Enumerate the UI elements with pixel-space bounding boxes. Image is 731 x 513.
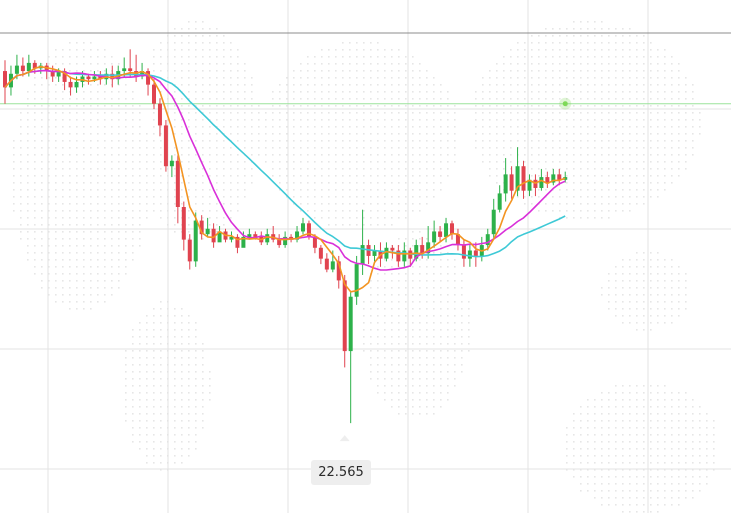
world-map-background xyxy=(13,21,715,513)
candle-up xyxy=(193,220,198,262)
candle-up xyxy=(241,236,246,248)
low-price-label: 22.565 xyxy=(311,460,371,485)
candle-down xyxy=(521,166,526,191)
candle-down xyxy=(509,174,514,191)
candle-up xyxy=(26,62,31,72)
candle-up xyxy=(539,177,544,188)
candle-down xyxy=(211,228,216,243)
moving-average-lines xyxy=(4,65,566,293)
candle-down xyxy=(312,236,317,248)
candle-up xyxy=(92,76,97,80)
candle-down xyxy=(62,71,67,82)
candle-down xyxy=(98,76,103,80)
ma-slow-line xyxy=(4,69,566,258)
candle-up xyxy=(360,245,365,265)
candle-up xyxy=(551,174,556,183)
candle-down xyxy=(86,76,91,80)
candle-down xyxy=(175,160,180,207)
candle-up xyxy=(74,81,79,88)
candle-up xyxy=(503,174,508,194)
candle-up xyxy=(205,228,210,235)
candle-down xyxy=(289,236,294,240)
low-label-pointer xyxy=(339,435,350,442)
candle-up xyxy=(485,234,490,246)
candle-up xyxy=(384,247,389,259)
candle-down xyxy=(235,236,240,248)
candle-down xyxy=(32,62,37,69)
candle-up xyxy=(497,193,502,210)
candle-up xyxy=(354,264,359,297)
candle-down xyxy=(336,261,341,281)
candle-down xyxy=(253,234,258,237)
candle-down xyxy=(473,250,478,256)
current-price-dot xyxy=(562,101,568,107)
candle-down xyxy=(68,81,73,88)
ma-fast-line xyxy=(4,65,566,293)
candle-down xyxy=(455,234,460,246)
candle-down xyxy=(152,84,156,104)
candle-up xyxy=(301,223,305,232)
candle-up xyxy=(491,209,496,235)
candle-up xyxy=(515,166,520,191)
candle-down xyxy=(306,223,311,237)
candle-down xyxy=(450,223,454,235)
candle-down xyxy=(318,247,323,259)
candle-up xyxy=(229,236,234,240)
candle-down xyxy=(110,73,115,80)
candle-down xyxy=(146,71,151,85)
candle-up xyxy=(14,65,19,74)
candle-up xyxy=(283,236,288,246)
candle-down xyxy=(390,247,395,251)
candle-down xyxy=(438,231,443,237)
candle-up xyxy=(265,234,270,243)
candle-up xyxy=(348,296,353,352)
candle-down xyxy=(157,103,162,126)
candle-down xyxy=(420,245,425,254)
candle-up xyxy=(444,223,449,237)
candle-down xyxy=(50,71,55,77)
candle-down xyxy=(128,68,133,72)
candle-down xyxy=(545,177,550,183)
candle-up xyxy=(527,179,532,191)
candle-up xyxy=(247,234,252,237)
candle-up xyxy=(56,71,61,77)
candle-up xyxy=(295,231,300,240)
markers xyxy=(339,97,572,442)
candle-down xyxy=(277,239,282,246)
candle-up xyxy=(432,231,437,243)
candle-up xyxy=(372,250,377,256)
candle-up xyxy=(426,242,431,254)
candle-down xyxy=(461,245,466,259)
candle-up xyxy=(414,245,419,259)
candle-down xyxy=(324,258,329,270)
candle-down xyxy=(396,250,401,262)
candle-up xyxy=(169,160,174,167)
candle-up xyxy=(217,231,222,243)
candle-up xyxy=(402,250,407,262)
candle-down xyxy=(557,174,562,180)
candle-down xyxy=(187,239,192,262)
candle-down xyxy=(181,207,186,240)
candle-up xyxy=(122,68,127,72)
map-dots xyxy=(13,21,715,513)
candle-down xyxy=(3,71,7,88)
candle-up xyxy=(467,250,472,259)
candle-down xyxy=(342,280,347,352)
candle-down xyxy=(20,65,25,72)
candle-down xyxy=(163,125,168,167)
candle-up xyxy=(330,261,335,270)
candle-down xyxy=(199,220,204,235)
